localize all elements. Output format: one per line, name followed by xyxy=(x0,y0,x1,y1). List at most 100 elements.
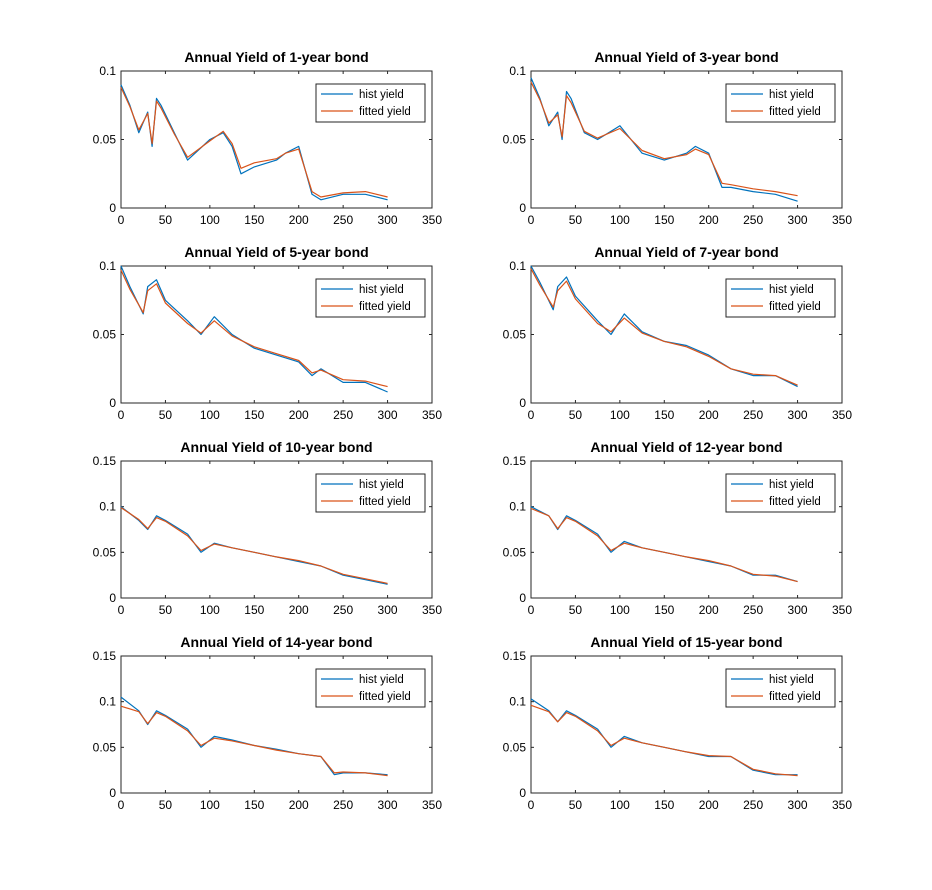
chart-title: Annual Yield of 1-year bond xyxy=(184,49,368,65)
x-tick-label: 200 xyxy=(289,603,309,617)
legend: hist yield fitted yield xyxy=(725,473,836,513)
x-tick-label: 150 xyxy=(244,213,264,227)
chart-title: Annual Yield of 10-year bond xyxy=(180,439,372,455)
x-tick-label: 300 xyxy=(378,603,398,617)
x-tick-label: 50 xyxy=(569,213,583,227)
x-tick-label: 250 xyxy=(743,213,763,227)
x-tick-label: 350 xyxy=(422,603,442,617)
x-tick-label: 100 xyxy=(610,408,630,422)
legend: hist yield fitted yield xyxy=(725,668,836,708)
legend-label: hist yield xyxy=(769,479,814,491)
y-tick-label: 0.15 xyxy=(503,454,527,468)
x-tick-label: 150 xyxy=(654,798,674,812)
x-tick-label: 350 xyxy=(832,213,852,227)
chart-title: Annual Yield of 7-year bond xyxy=(594,244,778,260)
x-tick-label: 200 xyxy=(699,408,719,422)
legend: hist yield fitted yield xyxy=(725,83,836,123)
legend-label: fitted yield xyxy=(769,301,821,313)
legend-label: hist yield xyxy=(359,479,404,491)
legend-label: fitted yield xyxy=(359,301,411,313)
legend-label: hist yield xyxy=(769,89,814,101)
x-tick-label: 350 xyxy=(422,798,442,812)
legend-box xyxy=(725,83,836,123)
fitted-yield-line xyxy=(120,705,388,777)
chart-panel: Annual Yield of 14-year bond 0 50 100 150 200… xyxy=(93,634,443,812)
fitted-yield-line xyxy=(530,507,798,583)
y-tick-label: 0.05 xyxy=(503,328,527,342)
x-tick-label: 100 xyxy=(610,213,630,227)
x-tick-label: 300 xyxy=(788,213,808,227)
y-tick-label: 0.1 xyxy=(99,695,116,709)
x-tick-label: 150 xyxy=(244,603,264,617)
legend: hist yield fitted yield xyxy=(315,668,426,708)
y-tick-label: 0.05 xyxy=(93,328,117,342)
fitted-yield-line xyxy=(120,507,388,584)
legend: hist yield fitted yield xyxy=(725,278,836,318)
legend-label: fitted yield xyxy=(359,496,411,508)
x-tick-label: 300 xyxy=(788,408,808,422)
fitted-yield-line xyxy=(530,81,798,197)
x-tick-label: 200 xyxy=(289,213,309,227)
legend-label: fitted yield xyxy=(769,691,821,703)
legend: hist yield fitted yield xyxy=(315,473,426,513)
y-tick-label: 0.05 xyxy=(93,740,117,754)
y-tick-label: 0.05 xyxy=(503,545,527,559)
legend-label: hist yield xyxy=(359,89,404,101)
fitted-yield-line xyxy=(120,87,388,198)
legend-label: hist yield xyxy=(769,674,814,686)
x-tick-label: 0 xyxy=(528,408,535,422)
x-tick-label: 50 xyxy=(569,408,583,422)
legend-label: hist yield xyxy=(359,674,404,686)
x-tick-label: 150 xyxy=(244,798,264,812)
y-tick-label: 0.15 xyxy=(93,649,117,663)
x-tick-label: 50 xyxy=(569,603,583,617)
y-tick-label: 0 xyxy=(109,591,116,605)
x-tick-label: 250 xyxy=(333,798,353,812)
y-tick-label: 0.05 xyxy=(503,740,527,754)
y-tick-label: 0.1 xyxy=(509,500,526,514)
x-tick-label: 0 xyxy=(528,798,535,812)
legend-label: hist yield xyxy=(769,284,814,296)
chart-title: Annual Yield of 14-year bond xyxy=(180,634,372,650)
x-tick-label: 100 xyxy=(200,603,220,617)
axes-box xyxy=(120,655,433,794)
y-tick-label: 0.1 xyxy=(509,64,526,78)
legend-box xyxy=(725,668,836,708)
chart-title: Annual Yield of 15-year bond xyxy=(590,634,782,650)
y-tick-label: 0.15 xyxy=(93,454,117,468)
y-tick-label: 0.05 xyxy=(503,133,527,147)
x-tick-label: 200 xyxy=(289,408,309,422)
legend-label: fitted yield xyxy=(359,106,411,118)
x-tick-label: 100 xyxy=(200,213,220,227)
x-tick-label: 300 xyxy=(788,798,808,812)
legend: hist yield fitted yield xyxy=(315,278,426,318)
y-tick-label: 0.15 xyxy=(503,649,527,663)
x-tick-label: 200 xyxy=(699,213,719,227)
y-tick-label: 0.1 xyxy=(509,695,526,709)
x-tick-label: 50 xyxy=(159,408,173,422)
legend-label: fitted yield xyxy=(769,106,821,118)
hist-yield-line xyxy=(530,506,798,583)
x-tick-label: 100 xyxy=(200,798,220,812)
legend-box xyxy=(315,668,426,708)
legend-box xyxy=(315,278,426,318)
y-tick-label: 0.05 xyxy=(93,133,117,147)
chart-title: Annual Yield of 12-year bond xyxy=(590,439,782,455)
legend-box xyxy=(725,278,836,318)
x-tick-label: 350 xyxy=(422,213,442,227)
x-tick-label: 250 xyxy=(743,408,763,422)
y-tick-label: 0 xyxy=(519,396,526,410)
x-tick-label: 100 xyxy=(610,603,630,617)
x-tick-label: 50 xyxy=(569,798,583,812)
legend-label: fitted yield xyxy=(769,496,821,508)
x-tick-label: 100 xyxy=(200,408,220,422)
x-tick-label: 0 xyxy=(528,603,535,617)
x-tick-label: 0 xyxy=(528,213,535,227)
x-tick-label: 0 xyxy=(118,603,125,617)
hist-yield-line xyxy=(530,698,798,776)
y-tick-label: 0.05 xyxy=(93,545,117,559)
x-tick-label: 150 xyxy=(654,213,674,227)
y-tick-label: 0 xyxy=(109,786,116,800)
chart-title: Annual Yield of 3-year bond xyxy=(594,49,778,65)
